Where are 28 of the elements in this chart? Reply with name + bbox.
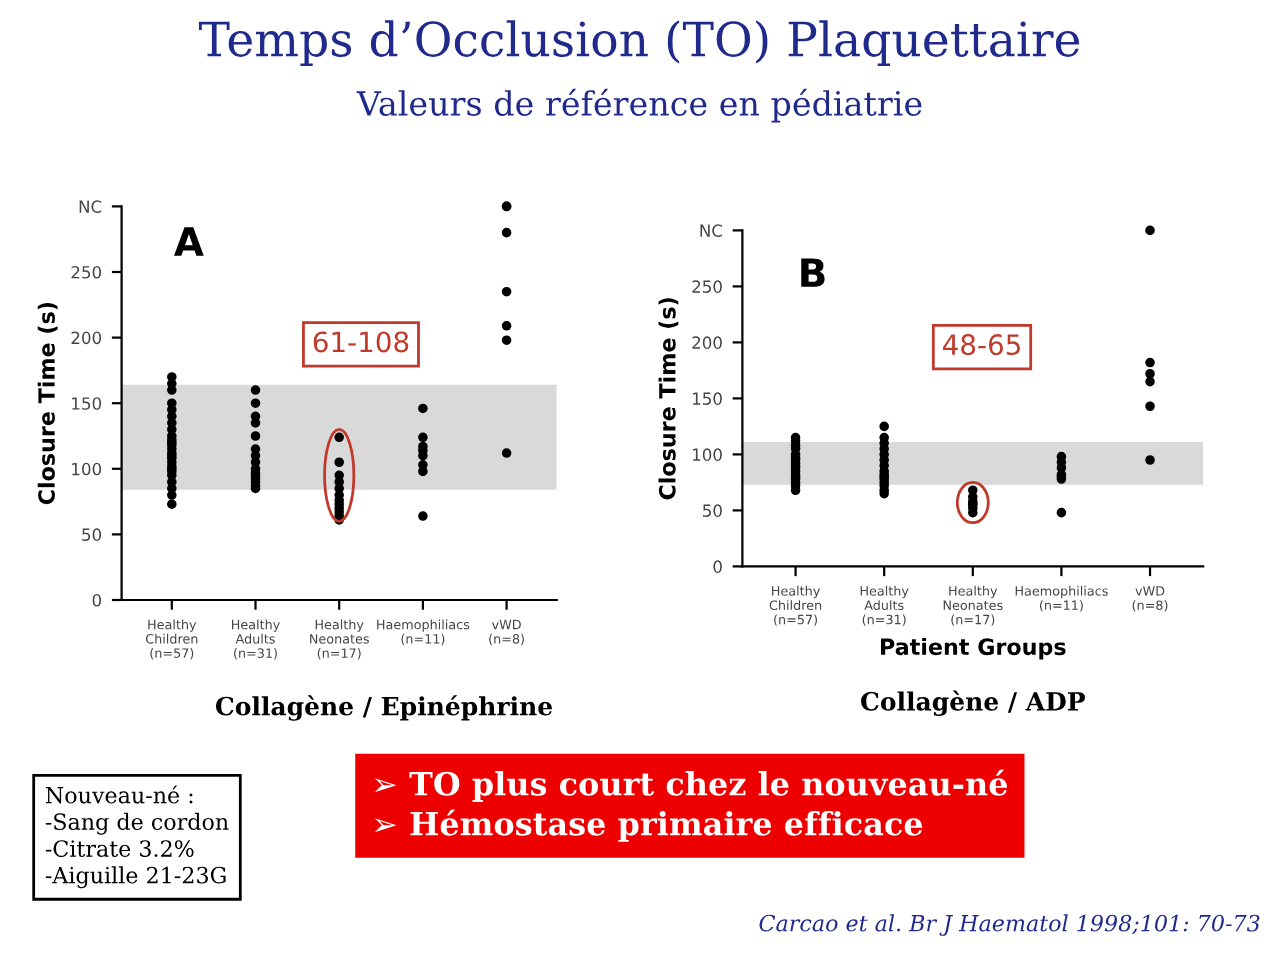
chart-title: Temps d’Occlusion (TO) Plaquettaire <box>198 20 1080 67</box>
y-tick-label: 150 <box>72 397 102 410</box>
y-tick-label: 50 <box>82 528 102 541</box>
y-tick-label: 50 <box>703 504 722 517</box>
x-axis-title: Patient Groups <box>881 637 1066 660</box>
y-tick-label: 100 <box>72 462 102 476</box>
annotation: B <box>801 258 825 287</box>
y-tick-label: NC <box>700 224 723 237</box>
text: Carcao et al. Br J Haematol 1998;101: 70-73 <box>759 914 1260 936</box>
text: Collagène / ADP <box>861 690 1085 716</box>
y-tick-label: 250 <box>71 265 102 279</box>
y-axis-title: Closure Time (s) <box>658 298 679 500</box>
text: Collagène / Epinéphrine <box>215 695 553 721</box>
y-tick-label: 250 <box>692 280 722 293</box>
annotation: 48-65 <box>943 334 1020 356</box>
y-tick-label: 200 <box>71 331 102 345</box>
text: Valeurs de référence en pédiatrie <box>356 88 922 123</box>
text: ➢ TO plus court chez le nouveau-né ➢ Hémostase primaire efficace <box>374 769 1008 842</box>
y-axis-title: Closure Time (s) <box>37 302 58 505</box>
y-tick-label: NC <box>79 200 102 213</box>
y-tick-label: 150 <box>692 392 722 405</box>
annotation: A <box>174 227 204 256</box>
y-tick-label: 0 <box>713 560 722 573</box>
annotation: 61-108 <box>313 331 409 353</box>
y-tick-label: 200 <box>692 336 722 349</box>
y-tick-label: 0 <box>92 593 102 607</box>
text: Nouveau-né : -Sang de cordon -Citrate 3.2% -Aiguille 21-23G <box>45 785 229 889</box>
y-tick-label: 100 <box>692 448 722 461</box>
